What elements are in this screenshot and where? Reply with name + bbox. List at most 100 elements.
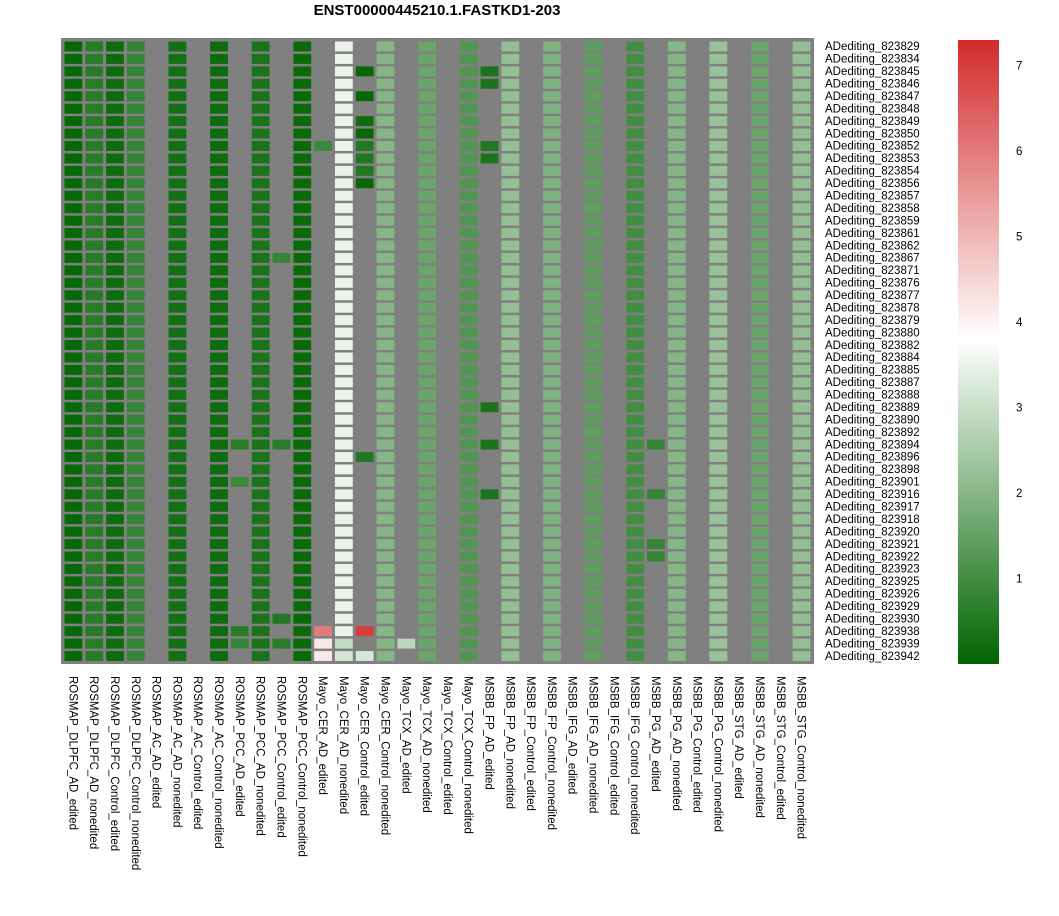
heatmap-cell <box>210 41 228 52</box>
heatmap-cell <box>251 638 270 649</box>
heatmap-cell <box>667 414 686 425</box>
heatmap-cell <box>251 489 270 500</box>
heatmap-cell <box>626 116 645 127</box>
heatmap-cell <box>480 252 499 263</box>
heatmap-cell <box>563 203 582 214</box>
heatmap-cell <box>459 116 478 127</box>
heatmap-cell <box>251 514 270 525</box>
heatmap-cell <box>439 265 457 276</box>
heatmap-cell <box>480 165 499 176</box>
heatmap-cell <box>501 464 520 475</box>
heatmap-cell <box>459 53 478 64</box>
heatmap-cell <box>730 91 749 102</box>
heatmap-cell <box>251 141 270 151</box>
heatmap-cell <box>439 352 457 363</box>
heatmap-cell <box>439 576 457 587</box>
heatmap-cell <box>251 389 270 400</box>
heatmap-cell <box>126 489 145 500</box>
row-label: ADediting_823890 <box>825 414 920 426</box>
heatmap-cell <box>376 66 395 77</box>
heatmap-cell <box>189 626 208 637</box>
heatmap-cell <box>563 66 582 77</box>
heatmap-cell <box>314 228 332 239</box>
heatmap-cell <box>730 588 749 599</box>
heatmap-cell <box>688 116 707 127</box>
heatmap-cell <box>667 551 686 562</box>
heatmap-cell <box>418 252 436 263</box>
heatmap-cell <box>771 501 790 512</box>
heatmap-cell <box>355 66 374 77</box>
heatmap-cell <box>626 514 645 525</box>
row-label: ADediting_823887 <box>825 377 920 389</box>
heatmap-cell <box>85 414 104 425</box>
heatmap-cell <box>626 41 645 52</box>
heatmap-cell <box>418 190 436 201</box>
heatmap-cell <box>688 203 707 214</box>
heatmap-cell <box>439 539 457 550</box>
heatmap-cell <box>355 340 374 350</box>
heatmap-cell <box>522 203 541 214</box>
heatmap-cell <box>522 190 541 201</box>
heatmap-cell <box>688 302 707 313</box>
heatmap-cell <box>709 539 728 550</box>
heatmap-cell <box>147 588 166 599</box>
heatmap-cell <box>106 551 124 562</box>
heatmap-cell <box>647 576 665 587</box>
heatmap-cell <box>439 340 457 350</box>
heatmap-cell <box>730 427 749 438</box>
heatmap-cell <box>584 327 603 338</box>
heatmap-cell <box>439 53 457 64</box>
heatmap-cell <box>459 265 478 276</box>
heatmap-cell <box>251 41 270 52</box>
heatmap-cell <box>210 551 228 562</box>
heatmap-cell <box>647 277 665 288</box>
heatmap-cell <box>147 290 166 301</box>
heatmap-cell <box>730 501 749 512</box>
heatmap-cell <box>543 626 561 637</box>
heatmap-cell <box>709 651 728 661</box>
heatmap-cell <box>355 539 374 550</box>
heatmap-cell <box>251 613 270 624</box>
heatmap-cell <box>626 91 645 102</box>
heatmap-cell <box>688 215 707 226</box>
heatmap-cell <box>210 489 228 500</box>
heatmap-cell <box>418 563 436 574</box>
heatmap-cell <box>168 476 187 487</box>
heatmap-cell <box>355 141 374 151</box>
heatmap-cell <box>605 452 624 462</box>
heatmap-cell <box>480 539 499 550</box>
heatmap-cell <box>439 402 457 413</box>
chart-title: ENST00000445210.1.FASTKD1-203 <box>314 2 561 19</box>
heatmap-cell <box>293 377 312 388</box>
heatmap-cell <box>584 476 603 487</box>
heatmap-cell <box>210 91 228 102</box>
heatmap-cell <box>709 228 728 239</box>
heatmap-cell <box>792 290 811 301</box>
heatmap-cell <box>314 476 332 487</box>
heatmap-cell <box>397 414 416 425</box>
heatmap-cell <box>147 340 166 350</box>
heatmap-cell <box>771 389 790 400</box>
heatmap-cell <box>709 66 728 77</box>
heatmap-cell <box>376 228 395 239</box>
heatmap-cell <box>334 364 353 375</box>
heatmap-cell <box>459 340 478 350</box>
heatmap-cell <box>688 588 707 599</box>
heatmap-cell <box>230 501 249 512</box>
heatmap-cell <box>355 228 374 239</box>
heatmap-cell <box>480 340 499 350</box>
heatmap-cell <box>126 352 145 363</box>
heatmap-cell <box>334 190 353 201</box>
heatmap-cell <box>480 41 499 52</box>
heatmap-cell <box>189 315 208 326</box>
heatmap-cell <box>210 103 228 114</box>
heatmap-cell <box>272 588 291 599</box>
heatmap-cell <box>355 389 374 400</box>
heatmap-cell <box>189 526 208 537</box>
heatmap-cell <box>126 265 145 276</box>
heatmap-cell <box>605 315 624 326</box>
heatmap-cell <box>563 427 582 438</box>
heatmap-cell <box>376 563 395 574</box>
heatmap-cell <box>730 464 749 475</box>
heatmap-cell <box>792 203 811 214</box>
